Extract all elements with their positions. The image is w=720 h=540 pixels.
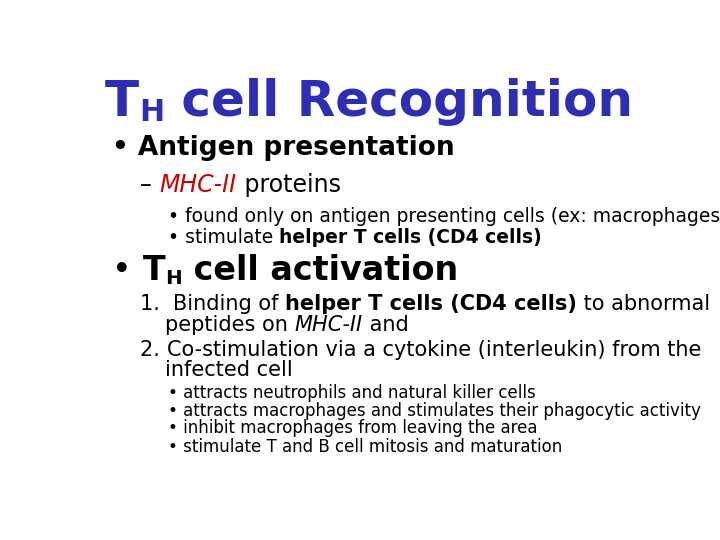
Text: 1.: 1. bbox=[140, 294, 174, 314]
Text: cell Recognition: cell Recognition bbox=[164, 78, 633, 126]
Text: • attracts neutrophils and natural killer cells: • attracts neutrophils and natural kille… bbox=[168, 384, 536, 402]
Text: H: H bbox=[165, 268, 182, 288]
Text: helper T cells (CD4 cells): helper T cells (CD4 cells) bbox=[279, 228, 542, 247]
Text: and: and bbox=[363, 315, 409, 335]
Text: –: – bbox=[140, 173, 159, 198]
Text: helper T cells (CD4 cells): helper T cells (CD4 cells) bbox=[285, 294, 577, 314]
Text: peptides on: peptides on bbox=[166, 315, 294, 335]
Text: Co-stimulation via a cytokine (interleukin) from the: Co-stimulation via a cytokine (interleuk… bbox=[167, 340, 701, 360]
Text: T: T bbox=[143, 254, 165, 287]
Text: 2.: 2. bbox=[140, 340, 167, 360]
Text: to abnormal: to abnormal bbox=[577, 294, 711, 314]
Text: •: • bbox=[112, 254, 132, 287]
Text: • stimulate: • stimulate bbox=[168, 228, 279, 247]
Text: cell activation: cell activation bbox=[182, 254, 458, 287]
Text: • found only on antigen presenting cells (ex: macrophages): • found only on antigen presenting cells… bbox=[168, 207, 720, 226]
Text: proteins: proteins bbox=[237, 173, 341, 198]
Text: • attracts macrophages and stimulates their phagocytic activity: • attracts macrophages and stimulates th… bbox=[168, 402, 701, 420]
Text: • inhibit macrophages from leaving the area: • inhibit macrophages from leaving the a… bbox=[168, 419, 538, 437]
Text: H: H bbox=[139, 98, 164, 127]
Text: • stimulate T and B cell mitosis and maturation: • stimulate T and B cell mitosis and mat… bbox=[168, 437, 562, 456]
Text: infected cell: infected cell bbox=[166, 360, 293, 380]
Text: Binding of: Binding of bbox=[174, 294, 285, 314]
Text: MHC-II: MHC-II bbox=[294, 315, 363, 335]
Text: • Antigen presentation: • Antigen presentation bbox=[112, 135, 455, 161]
Text: T: T bbox=[105, 78, 139, 126]
Text: MHC-II: MHC-II bbox=[159, 173, 237, 198]
